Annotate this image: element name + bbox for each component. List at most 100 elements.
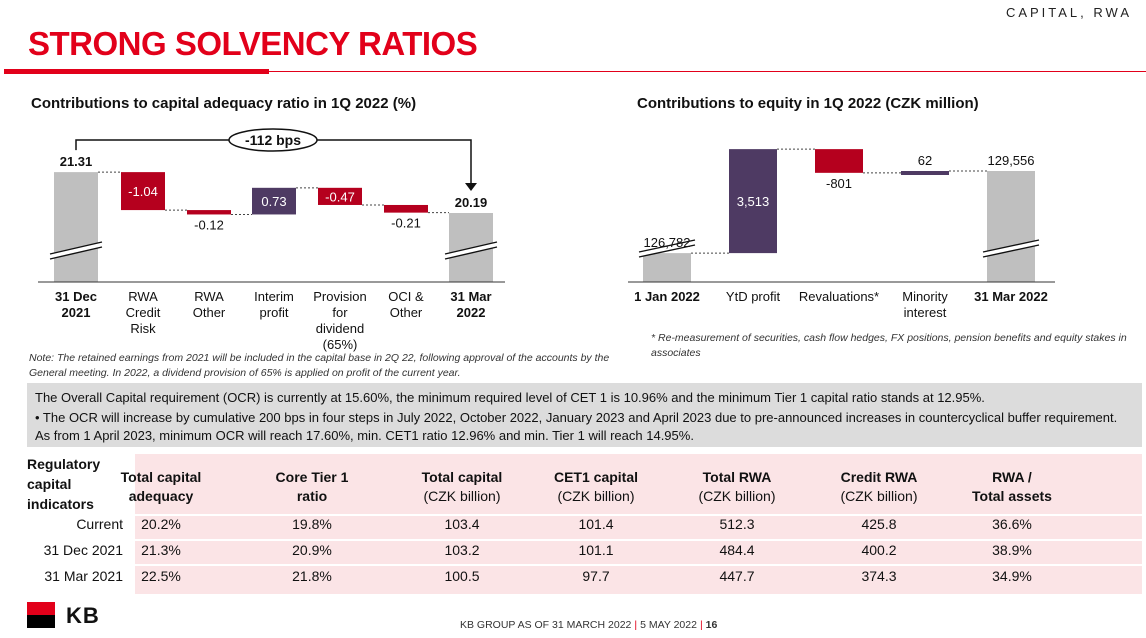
bar [643,253,691,282]
category-label: (65%) [323,337,358,352]
left-chart-title: Contributions to capital adequacy ratio … [31,95,417,112]
column-header: Total capital (CZK billion) [397,468,527,506]
kb-logo-icon [27,602,55,628]
left-chart-note: Note: The retained earnings from 2021 wi… [29,352,610,379]
table-cell: 20.2% [141,516,181,532]
table-cell: 101.1 [578,542,614,558]
section-tag: CAPITAL, RWA [1005,5,1132,20]
bar [252,187,296,215]
data-label: 126,782 [644,235,691,250]
data-label: -0.12 [194,217,224,232]
column-header: Core Tier 1 ratio [247,468,377,506]
data-label: 21.31 [60,154,93,169]
row-header-title: Regulatory capital indicators [27,454,100,514]
table-cell: 36.6% [992,516,1032,532]
row-separator [135,514,1142,516]
info-line-1: The Overall Capital requirement (OCR) is… [35,390,985,405]
footer-date: 5 MAY 2022 [640,619,697,631]
category-label: Minority [902,289,948,304]
bar [318,187,362,205]
table-cell: 38.9% [992,542,1032,558]
table-row-label: 31 Dec 2021 [43,542,123,558]
column-header-title: Core Tier 1 [275,469,349,485]
category-label: Revaluations* [799,289,879,304]
column-header: Credit RWA (CZK billion) [814,468,944,506]
bar [384,204,428,213]
column-header-title: Total RWA [702,469,772,485]
table-cell: 447.7 [719,568,755,584]
title-underline [4,69,269,74]
column-header-title: Total capital [421,469,503,485]
data-label: -0.47 [325,189,355,204]
category-label: 31 Dec [55,289,97,304]
footer: KB GROUP AS OF 31 MARCH 2022 | 5 MAY 2022 |… [460,619,718,631]
bar [121,172,165,211]
table-cell: 103.4 [444,516,480,532]
row-header-title-line: Regulatory [27,456,101,472]
table-cell: 425.8 [861,516,897,532]
row-header-title-line: indicators [27,496,94,512]
category-label: 31 Mar [450,289,491,304]
axis-break-icon [49,241,103,260]
axis-break-icon [444,241,498,260]
category-label: RWA [194,289,224,304]
bar [815,149,863,173]
axis-break-icon [982,239,1040,258]
data-label: 20.19 [455,195,488,210]
category-label: Other [390,305,423,320]
capital-adequacy-waterfall-chart: 21.31 -1.04 -0.12 0.73 -0.47 -0.21 20.19 31 Dec… [38,128,505,352]
data-label: -801 [826,176,852,191]
bar [54,172,98,282]
column-header: Total RWA (CZK billion) [672,468,802,506]
table-cell: 484.4 [719,542,755,558]
ocr-info-box: The Overall Capital requirement (OCR) is… [27,383,1142,447]
column-header-title: ratio [296,488,328,504]
table-cell: 512.3 [719,516,755,532]
category-label: YtD profit [726,289,781,304]
data-label: 3,513 [737,194,770,209]
column-header-title: Total assets [972,488,1052,504]
table-cell: 374.3 [861,568,897,584]
data-label: -1.04 [128,184,158,199]
table-cell: 103.2 [444,542,480,558]
bar [987,171,1035,282]
table-cell: 21.8% [292,568,332,584]
category-label: RWA [128,289,158,304]
right-chart-note: * Re-measurement of securities, cash flo… [651,332,1127,359]
logo-black-block [27,615,55,628]
table-cell: 21.3% [141,542,181,558]
column-header-title: Total capital [120,469,202,485]
equity-waterfall-chart: 126,782 3,513 -801 62 129,556 1 Jan 2022 YtD p… [628,148,1055,320]
table-cell: 100.5 [444,568,480,584]
category-label: Risk [130,321,156,336]
column-header-unit: (CZK billion) [840,488,918,504]
row-header-title-line: capital [27,476,72,492]
category-label: 2021 [62,305,91,320]
table-cell: 22.5% [141,568,181,584]
bps-badge [228,128,318,152]
category-label: Interim [254,289,294,304]
table-cell: 101.4 [578,516,614,532]
table-row-label: Current [76,516,123,532]
table-cell: 20.9% [292,542,332,558]
category-label: for [332,305,348,320]
column-header-title: RWA / [992,469,1032,485]
regulatory-capital-table: Regulatory capital indicators Total capi… [27,454,1142,596]
data-label: 129,556 [988,153,1035,168]
category-label: Credit [126,305,161,320]
category-label: Provision [313,289,366,304]
column-header-title: Credit RWA [840,469,918,485]
column-header-unit: (CZK billion) [423,488,501,504]
table-cell: 97.7 [582,568,610,584]
axis-break-icon [638,239,696,258]
category-label: dividend [316,321,364,336]
row-separator [135,539,1142,541]
column-header-unit: (CZK billion) [557,488,635,504]
table-cell: 19.8% [292,516,332,532]
logo-red-block [27,602,55,615]
bar [729,149,777,254]
data-label: 0.73 [261,194,286,209]
title-rule [269,71,1146,72]
category-label: interest [904,305,947,320]
arrow-down-icon [465,183,477,191]
